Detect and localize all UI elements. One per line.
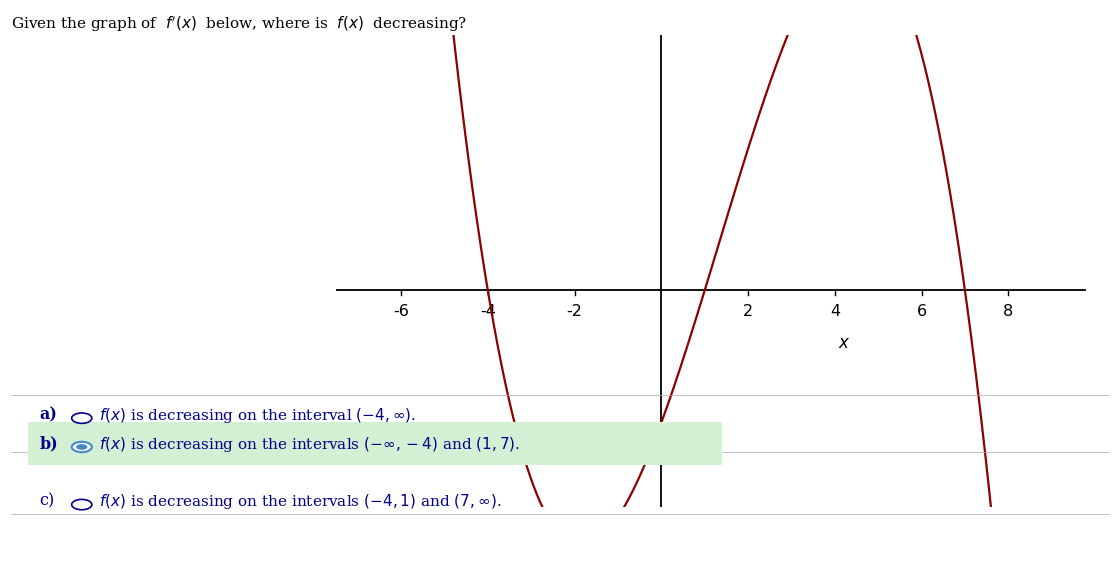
Text: $f(x)$ is decreasing on the intervals $(-\infty, -4)$ and $(1, 7)$.: $f(x)$ is decreasing on the intervals $(… — [99, 435, 520, 454]
Text: x: x — [839, 334, 849, 352]
Text: -2: -2 — [567, 304, 582, 319]
Text: -4: -4 — [479, 304, 496, 319]
Text: Given the graph of  $f'(x)$  below, where is  $f(x)$  decreasing?: Given the graph of $f'(x)$ below, where … — [11, 14, 467, 34]
Text: -6: -6 — [393, 304, 409, 319]
Text: 2: 2 — [743, 304, 753, 319]
Text: a): a) — [39, 406, 57, 423]
Text: 4: 4 — [830, 304, 840, 319]
Text: b): b) — [39, 435, 58, 452]
Text: 6: 6 — [916, 304, 926, 319]
Text: $f(x)$ is decreasing on the intervals $(-4, 1)$ and $(7, \infty)$.: $f(x)$ is decreasing on the intervals $(… — [99, 492, 501, 511]
Text: $f(x)$ is decreasing on the interval $(-4, \infty)$.: $f(x)$ is decreasing on the interval $(-… — [99, 406, 416, 425]
Text: 8: 8 — [1004, 304, 1014, 319]
Text: c): c) — [39, 492, 55, 510]
